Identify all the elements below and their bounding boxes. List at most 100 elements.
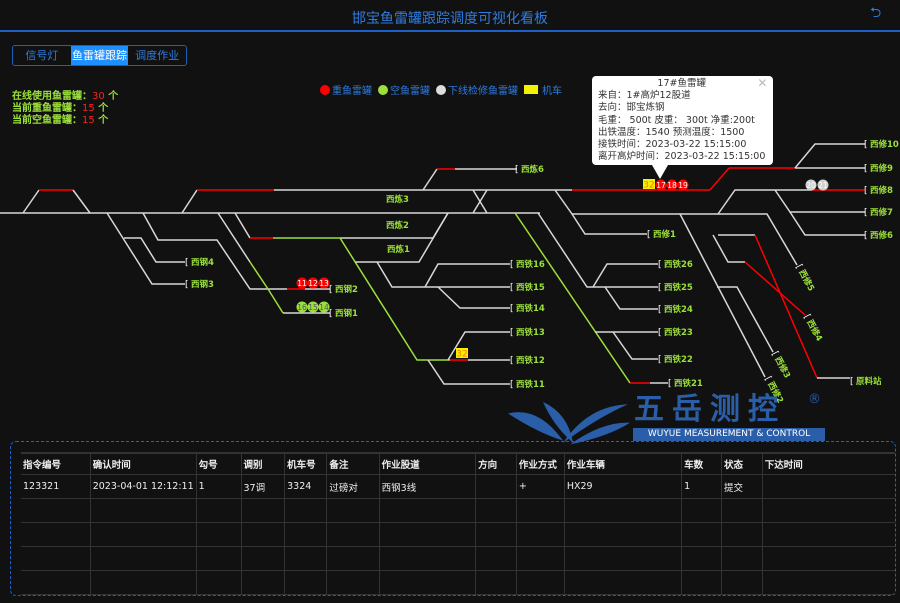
- track-label[interactable]: 西炼2: [386, 220, 409, 231]
- track-label[interactable]: 西钢2: [335, 284, 358, 295]
- track-label[interactable]: 西铁14: [516, 303, 545, 314]
- return-icon[interactable]: ⮌: [870, 5, 882, 21]
- track-label[interactable]: 西修1: [653, 229, 676, 240]
- track-label[interactable]: 西铁25: [664, 282, 693, 293]
- tank-circle: [677, 179, 689, 191]
- table-cell: [563, 570, 682, 595]
- tank-marker[interactable]: 16: [296, 301, 308, 313]
- column-header: 机车号: [284, 452, 327, 475]
- tank-circle: [318, 277, 330, 289]
- track-label[interactable]: 西修9: [870, 163, 893, 174]
- track-label[interactable]: 西铁21: [674, 378, 703, 389]
- track-end-icon: [: [850, 377, 854, 387]
- tab-signal-light[interactable]: 信号灯: [25, 49, 59, 62]
- track-label[interactable]: 西铁12: [516, 355, 545, 366]
- table-cell: [326, 498, 380, 523]
- track-label[interactable]: 西铁13: [516, 327, 545, 338]
- track-end-icon: [: [769, 350, 779, 358]
- table-cell: [240, 522, 285, 547]
- close-icon[interactable]: ✕: [757, 76, 768, 90]
- track-label[interactable]: 西修5: [796, 268, 817, 293]
- locomotive-marker[interactable]: 32: [643, 179, 655, 191]
- table-cell: [475, 546, 517, 571]
- track-end-icon: [: [329, 285, 333, 295]
- track-segment: [124, 237, 185, 263]
- table-cell: 2023-04-01 12:12:11: [89, 474, 197, 499]
- locomotive-marker[interactable]: 32: [456, 348, 468, 360]
- tooltip-line: 来自：1#高炉12股道: [598, 90, 691, 102]
- track-label[interactable]: 西修4: [804, 318, 825, 343]
- track-label[interactable]: 西铁22: [664, 354, 693, 365]
- column-header: 备注: [326, 452, 380, 475]
- locomotive-number: 32: [643, 181, 654, 191]
- track-end-icon: [: [864, 186, 868, 196]
- stat-heavy: 当前重鱼雷罐：15 个: [12, 103, 109, 114]
- tooltip-line: 离开高炉时间：2023-03-22 15:15:00: [598, 151, 766, 163]
- track-segment: [422, 168, 438, 191]
- table-row[interactable]: [21, 570, 895, 595]
- tank-marker[interactable]: 14: [318, 301, 330, 313]
- track-label[interactable]: 西钢3: [191, 279, 214, 290]
- tank-marker[interactable]: 18: [666, 179, 678, 191]
- track-end-icon: [: [864, 164, 868, 174]
- track-segment: [717, 286, 774, 353]
- stat-empty: 当前空鱼雷罐：15 个: [12, 115, 109, 126]
- track-label[interactable]: 西铁23: [664, 327, 693, 338]
- track-label[interactable]: 西修3: [772, 355, 793, 380]
- table-cell: [761, 474, 895, 499]
- track-label[interactable]: 西钢1: [335, 308, 358, 319]
- track-label[interactable]: 西修10: [870, 139, 899, 150]
- track-label[interactable]: 西铁16: [516, 259, 545, 270]
- column-header: 状态: [721, 452, 763, 475]
- tooltip-line: 毛重： 500t 皮重： 300t 净重:200t: [598, 114, 755, 126]
- tank-marker[interactable]: 21: [817, 179, 829, 191]
- locomotive-rect: [643, 179, 655, 189]
- table-cell: [326, 570, 380, 595]
- tank-marker[interactable]: 11: [296, 277, 308, 289]
- tab-tank-tracking[interactable]: 鱼雷罐跟踪: [70, 46, 129, 65]
- tank-marker[interactable]: 17: [655, 179, 667, 191]
- column-header: 指令编号: [21, 452, 91, 475]
- track-label[interactable]: 西炼3: [386, 194, 409, 205]
- tank-circle: [307, 277, 319, 289]
- track-label[interactable]: 西铁15: [516, 282, 545, 293]
- gray-dot-icon: [436, 84, 446, 95]
- tank-marker[interactable]: 19: [677, 179, 689, 191]
- tank-marker[interactable]: 12: [307, 277, 319, 289]
- tank-marker[interactable]: 15: [307, 301, 319, 313]
- table-row[interactable]: 123321 2023-04-01 12:12:11 1 37调 3324 过磅对 西钢3线…: [21, 474, 895, 499]
- tank-marker[interactable]: 13: [318, 277, 330, 289]
- track-label[interactable]: 西修8: [870, 185, 893, 196]
- tooltip-line: 去向：邯宝炼钢: [598, 102, 665, 114]
- track-label[interactable]: 西铁24: [664, 304, 693, 315]
- column-header: 调别: [240, 452, 285, 475]
- track-label[interactable]: 西铁11: [516, 379, 545, 390]
- table-row[interactable]: [21, 522, 895, 547]
- table-cell: [681, 570, 722, 595]
- column-header: 勾号: [195, 452, 241, 475]
- table-cell: [761, 546, 895, 571]
- track-segment: [679, 213, 766, 378]
- track-segment: [717, 189, 812, 215]
- tab-dispatch[interactable]: 调度作业: [135, 49, 180, 62]
- tooltip-line: 出铁温度：1540 预测温度：1500: [598, 126, 745, 138]
- track-label[interactable]: 原料站: [856, 376, 882, 387]
- track-label[interactable]: 西炼6: [521, 164, 544, 175]
- tank-marker[interactable]: 20: [805, 179, 817, 191]
- legend-heavy: 重鱼雷罐: [320, 82, 372, 97]
- track-label[interactable]: 西修7: [870, 207, 893, 218]
- table-cell: [378, 498, 476, 523]
- table-cell: 西钢3线: [378, 474, 476, 499]
- track-label[interactable]: 西修6: [870, 230, 893, 241]
- column-header: 下达时间: [761, 452, 895, 475]
- legend-empty: 空鱼雷罐: [378, 82, 430, 97]
- track-end-icon: [: [510, 304, 514, 314]
- table-row[interactable]: [21, 546, 895, 571]
- column-header: 确认时间: [89, 452, 197, 475]
- table-row[interactable]: [21, 498, 895, 523]
- table-cell: +: [515, 474, 565, 499]
- track-label[interactable]: 西钢4: [191, 257, 214, 268]
- track-label[interactable]: 西炼1: [387, 244, 410, 255]
- track-label[interactable]: 西铁26: [664, 259, 693, 270]
- table-cell: [240, 498, 285, 523]
